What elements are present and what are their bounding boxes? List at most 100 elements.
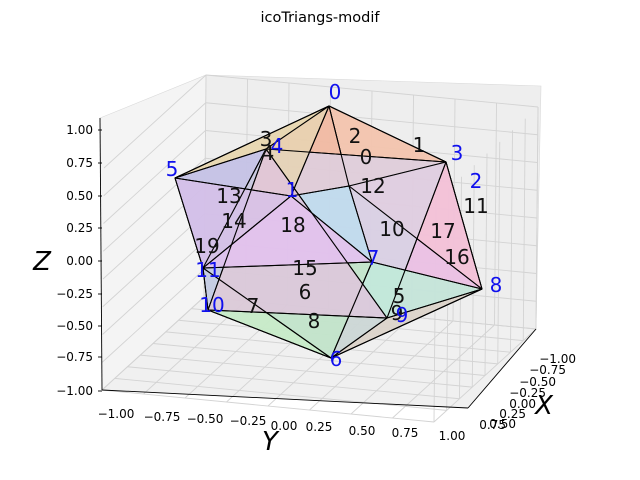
x-tick-label: 0.00	[509, 397, 536, 411]
vertex-label: 6	[330, 347, 343, 371]
face-label: 0	[360, 145, 373, 169]
face-label: 12	[360, 174, 385, 198]
edge-line	[328, 105, 350, 187]
grid-line	[127, 366, 460, 400]
x-tick-label: 0.25	[499, 407, 526, 421]
face-label: 3	[260, 127, 273, 151]
edge-line	[386, 161, 447, 319]
grid-line	[101, 268, 205, 363]
grid-line	[102, 241, 205, 335]
edge-line	[265, 148, 388, 319]
edge-line	[330, 288, 483, 359]
grid-line	[152, 343, 486, 376]
vertex-label: 2	[470, 169, 483, 193]
x-tick-label: 0.75	[479, 418, 506, 432]
x-axis-line	[467, 328, 537, 409]
face-label: 15	[292, 256, 317, 280]
face-label: 1	[413, 133, 426, 157]
y-tick-label: −0.50	[187, 412, 224, 426]
face-label: 8	[308, 309, 321, 333]
grid-line	[392, 324, 495, 419]
edge-line	[290, 105, 330, 197]
vertex-label: 3	[451, 141, 464, 165]
z-tick-label: −0.50	[56, 319, 93, 333]
y-tick-label: 1.00	[439, 429, 466, 443]
grid-line	[510, 130, 513, 353]
edge-line	[290, 195, 373, 263]
edge-line	[202, 195, 292, 269]
grid-line	[103, 102, 207, 197]
y-tick-label: −0.25	[230, 414, 267, 428]
edge-line	[207, 148, 267, 311]
face-label: 5	[393, 284, 406, 308]
edge-line	[207, 309, 388, 319]
edge-line	[330, 317, 388, 359]
tick-labels: −1.00−0.75−0.50−0.250.000.250.500.751.00…	[56, 123, 576, 443]
z-tick-label: −1.00	[56, 384, 93, 398]
y-tick-label: 0.50	[349, 424, 376, 438]
x-tick-label: −0.25	[509, 386, 546, 400]
y-tick-label: 0.75	[392, 426, 419, 440]
face-label: 7	[247, 294, 260, 318]
grid-line	[205, 74, 539, 108]
grid-line	[103, 74, 207, 169]
grid-line	[497, 141, 501, 364]
x-tick-label: −0.50	[519, 375, 556, 389]
grid-line	[309, 316, 412, 411]
edge-line	[174, 177, 204, 269]
vertex-label: 7	[367, 246, 380, 270]
z-tick-label: 0.50	[66, 189, 93, 203]
vertex-label: 0	[329, 80, 342, 104]
edge-line	[328, 105, 447, 163]
y-tick-label: 0.25	[306, 420, 333, 434]
edge-line	[207, 309, 332, 359]
y-tick-label: −1.00	[98, 407, 135, 421]
grid-line	[484, 153, 488, 376]
grid-line	[522, 118, 526, 341]
vertex-label: 8	[490, 273, 503, 297]
grid-line	[494, 102, 497, 326]
face-label: 2	[349, 124, 362, 148]
edge-line	[202, 267, 332, 359]
z-tick-label: 0.75	[66, 156, 93, 170]
x-tick-label: −1.00	[539, 352, 576, 366]
x-axis-label: X	[533, 391, 554, 421]
vertex-label: 1	[286, 178, 299, 202]
vertex-label: 11	[195, 258, 220, 282]
edge-line	[202, 148, 267, 269]
icosahedron	[174, 105, 483, 359]
edge-line	[290, 185, 350, 197]
face-label: 14	[221, 209, 246, 233]
face-label: 10	[379, 217, 404, 241]
face-label: 13	[216, 184, 241, 208]
chart-title: icoTriangs-modif	[261, 10, 381, 26]
grid-line	[103, 130, 206, 224]
z-tick-label: 1.00	[66, 123, 93, 137]
face-label: 6	[299, 280, 312, 304]
edge-line	[330, 261, 373, 359]
grid-line	[140, 354, 473, 388]
edge-line	[202, 267, 209, 311]
face-label: 16	[444, 245, 469, 269]
edge-line	[348, 185, 373, 263]
face-label: 4	[262, 141, 275, 165]
edge-line	[348, 185, 483, 290]
edge-line	[265, 148, 447, 163]
z-tick-label: −0.25	[56, 287, 93, 301]
face-label: 17	[430, 219, 455, 243]
grid-line	[433, 328, 537, 423]
vertex-label: 10	[199, 293, 224, 317]
edge-line	[371, 261, 483, 290]
face-label: 9	[391, 301, 404, 325]
y-axis-label: Y	[262, 427, 280, 457]
grid-line	[205, 102, 538, 136]
x-tick-label: −0.75	[529, 363, 566, 377]
edge-line	[386, 288, 483, 319]
y-tick-label: −0.75	[144, 410, 181, 424]
vertex-label: 5	[166, 157, 179, 181]
y-tick-label: 0.00	[271, 419, 298, 433]
face-label: 19	[194, 234, 219, 258]
